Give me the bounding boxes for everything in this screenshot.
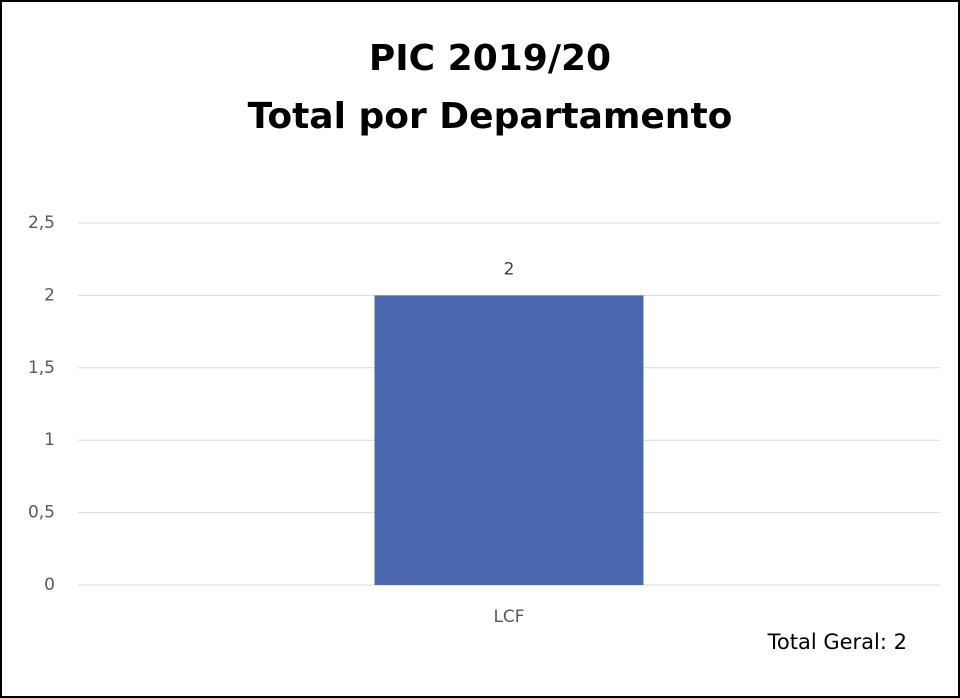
annotation: Total Geral: 2 [767, 630, 907, 654]
data-label: 2 [504, 259, 515, 279]
y-tick-label: 2,5 [28, 213, 55, 233]
y-tick-label: 0 [44, 575, 55, 595]
y-tick-label: 0,5 [28, 503, 55, 523]
y-tick-label: 1,5 [28, 358, 55, 378]
bar [374, 295, 644, 585]
chart-subtitle: Total por Departamento [248, 96, 733, 137]
y-tick-label: 1 [44, 430, 55, 450]
x-tick-label: LCF [493, 607, 524, 627]
y-tick-label: 2 [44, 285, 55, 305]
chart-title: PIC 2019/20 [369, 38, 611, 79]
